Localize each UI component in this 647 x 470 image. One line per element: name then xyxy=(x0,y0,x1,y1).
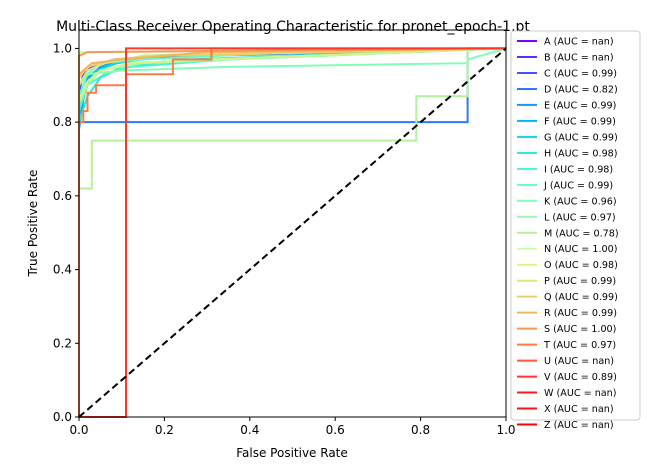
y-tick-label: 0.8 xyxy=(53,115,72,129)
legend-entry-label: F (AUC = 0.99) xyxy=(544,116,616,127)
x-tick-label: 1.0 xyxy=(496,423,515,437)
series-layer xyxy=(78,47,507,418)
y-tick-label: 0.0 xyxy=(53,410,72,424)
roc-curve-12 xyxy=(78,47,506,417)
legend-entry-label: P (AUC = 0.99) xyxy=(544,276,616,287)
legend-entry-label: B (AUC = nan) xyxy=(544,52,614,63)
legend-entry-label: H (AUC = 0.98) xyxy=(544,148,618,159)
legend-entry-label: W (AUC = nan) xyxy=(544,388,616,399)
legend-entry-label: X (AUC = nan) xyxy=(544,404,614,415)
legend-entry-label: Z (AUC = nan) xyxy=(544,420,614,431)
legend-entry-label: E (AUC = 0.99) xyxy=(544,100,616,111)
x-tick-label: 0.4 xyxy=(240,423,259,437)
legend-entry-label: G (AUC = 0.99) xyxy=(544,132,618,143)
legend-entry-label: C (AUC = 0.99) xyxy=(544,68,617,79)
legend-entry-label: M (AUC = 0.78) xyxy=(544,228,619,239)
legend-entry-label: U (AUC = nan) xyxy=(544,356,614,367)
legend-entry-label: O (AUC = 0.98) xyxy=(544,260,618,271)
x-tick-label: 0.2 xyxy=(155,423,174,437)
legend-entry-label: Q (AUC = 0.99) xyxy=(544,292,618,303)
y-tick-label: 0.4 xyxy=(53,263,72,277)
x-axis-label: False Positive Rate xyxy=(236,446,348,460)
x-tick-label: 0.0 xyxy=(69,423,88,437)
legend-entry-label: V (AUC = 0.89) xyxy=(544,372,617,383)
plot-frame xyxy=(78,29,507,418)
legend-entry-label: I (AUC = 0.98) xyxy=(544,164,613,175)
legend: A (AUC = nan) B (AUC = nan) C (AUC = 0.99)… xyxy=(510,30,641,431)
y-tick-label: 0.2 xyxy=(53,336,72,350)
y-tick-label: 1.0 xyxy=(53,41,72,55)
x-tick-label: 0.8 xyxy=(411,423,430,437)
y-tick-label: 0.6 xyxy=(53,189,72,203)
legend-entry-label: T (AUC = 0.97) xyxy=(543,340,616,351)
legend-entry-label: D (AUC = 0.82) xyxy=(544,84,618,95)
legend-entry-label: A (AUC = nan) xyxy=(544,37,614,48)
chart-title: Multi-Class Receiver Operating Character… xyxy=(56,19,530,35)
legend-frame xyxy=(510,30,641,421)
legend-entry-label: N (AUC = 1.00) xyxy=(544,244,618,255)
legend-entry-label: S (AUC = 1.00) xyxy=(544,324,616,335)
x-tick-label: 0.6 xyxy=(326,423,345,437)
legend-entry-label: J (AUC = 0.99) xyxy=(543,180,613,191)
legend-entry-label: K (AUC = 0.96) xyxy=(544,196,617,207)
legend-entry-label: L (AUC = 0.97) xyxy=(544,212,616,223)
chance-diagonal-line xyxy=(78,47,507,418)
y-axis-label: True Positive Rate xyxy=(26,170,40,278)
axis-layer: 0.0 0.2 0.4 0.6 0.8 1.0 0.0 0.2 0.4 0.6 0.8 1.0 xyxy=(53,41,516,437)
legend-entry-label: R (AUC = 0.99) xyxy=(544,308,617,319)
roc-curve-19 xyxy=(78,47,506,417)
